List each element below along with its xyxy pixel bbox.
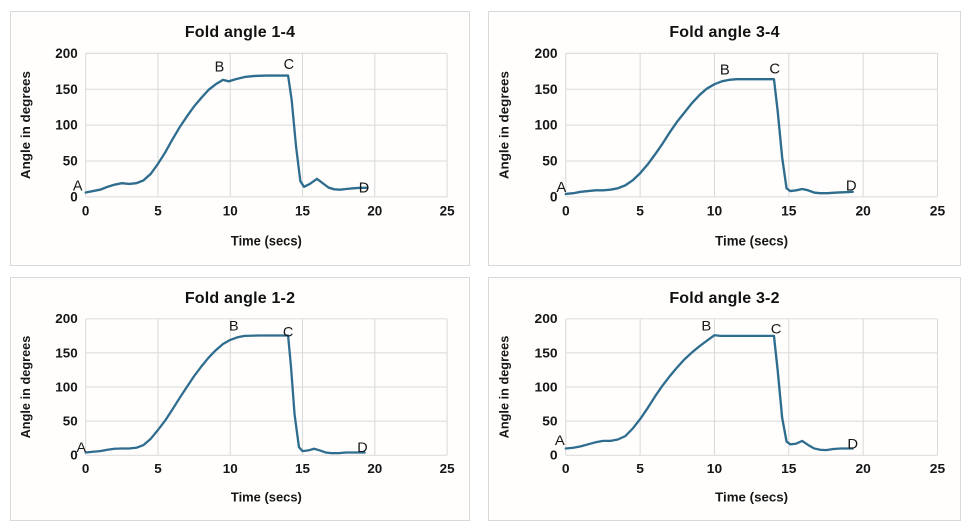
x-axis-tick-label: 25 xyxy=(930,202,946,218)
y-axis-tick-label: 100 xyxy=(535,117,558,133)
x-axis-tick-label: 20 xyxy=(855,202,871,218)
y-axis-tick-label: 200 xyxy=(55,46,78,61)
x-axis-tick-label: 25 xyxy=(440,203,455,218)
y-axis-tick-label: 50 xyxy=(542,414,557,429)
chart-card-fold-angle-1-4: Fold angle 1-4 0 5 10 15 20 25 0 50 100 150 200 Tim… xyxy=(10,11,470,266)
chart-card-fold-angle-1-2: Fold angle 1-2 0 5 10 15 20 25 0 50 100 150 200 Tim… xyxy=(10,277,470,521)
chart-canvas-fold-angle-1-4: 0 5 10 15 20 25 0 50 100 150 200 Time (secs) Angle i… xyxy=(18,46,455,249)
y-axis-tick-label: 100 xyxy=(55,118,78,133)
y-axis-title: Angle in degrees xyxy=(18,336,33,439)
point-label-b: B xyxy=(701,319,711,335)
point-label-d: D xyxy=(357,440,367,456)
x-axis-tick-label: 15 xyxy=(781,202,797,218)
y-axis-tick-label: 150 xyxy=(535,346,558,361)
y-axis-title: Angle in degrees xyxy=(497,71,512,179)
point-label-c: C xyxy=(769,62,780,78)
point-label-d: D xyxy=(847,437,858,453)
x-axis-title: Time (secs) xyxy=(715,233,788,248)
x-axis-tick-label: 20 xyxy=(855,461,870,476)
chart-canvas-fold-angle-3-2: 0 5 10 15 20 25 0 50 100 150 200 Time (secs) Angle i… xyxy=(496,311,946,505)
x-axis-title: Time (secs) xyxy=(231,489,302,504)
x-axis-tick-label: 5 xyxy=(636,202,644,218)
fold-angle-series-line xyxy=(564,77,854,196)
chart-title: Fold angle 3-4 xyxy=(669,24,780,41)
x-axis-tick-label: 15 xyxy=(295,203,310,218)
x-axis-tick-label: 25 xyxy=(930,461,946,476)
point-label-b: B xyxy=(215,59,225,75)
y-axis-tick-label: 150 xyxy=(535,81,558,97)
x-axis-tick-label: 0 xyxy=(562,202,570,218)
chart-canvas-fold-angle-3-4: 0 5 10 15 20 25 0 50 100 150 200 Time (secs) Angle i… xyxy=(497,45,946,248)
x-axis-tick-label: 0 xyxy=(562,461,570,476)
x-axis-title: Time (secs) xyxy=(715,490,788,505)
chart-title: Fold angle 1-4 xyxy=(184,24,296,41)
y-axis-tick-label: 0 xyxy=(550,448,558,463)
point-label-d: D xyxy=(846,178,857,194)
point-label-b: B xyxy=(229,319,239,335)
chart-title: Fold angle 3-2 xyxy=(669,290,780,307)
fold-angle-series-line xyxy=(564,334,854,452)
x-axis-tick-label: 10 xyxy=(223,461,238,476)
y-axis-tick-label: 150 xyxy=(55,345,77,360)
x-axis-tick-label: 10 xyxy=(707,461,722,476)
x-axis-tick-label: 10 xyxy=(707,202,723,218)
chart-canvas-fold-angle-1-2: 0 5 10 15 20 25 0 50 100 150 200 Time (secs) Angle i… xyxy=(18,311,456,504)
y-axis-tick-label: 0 xyxy=(70,189,78,204)
y-axis-tick-label: 50 xyxy=(542,153,558,169)
point-label-a: A xyxy=(77,440,87,456)
y-axis-tick-label: 200 xyxy=(535,311,558,326)
chart-title: Fold angle 1-2 xyxy=(184,290,296,307)
x-axis-tick-label: 5 xyxy=(154,461,162,476)
y-axis-tick-label: 0 xyxy=(70,448,77,463)
x-axis-tick-label: 15 xyxy=(781,461,797,476)
y-axis-title: Angle in degrees xyxy=(18,71,33,179)
point-label-c: C xyxy=(284,57,295,73)
x-axis-tick-label: 0 xyxy=(82,203,90,218)
point-label-c: C xyxy=(771,322,782,338)
x-axis-tick-label: 10 xyxy=(223,203,238,218)
point-label-c: C xyxy=(283,325,293,341)
point-label-a: A xyxy=(73,178,83,194)
x-axis-tick-label: 25 xyxy=(440,461,456,476)
y-axis-tick-label: 150 xyxy=(55,82,78,97)
point-label-b: B xyxy=(720,62,730,78)
fold-angle-series-line xyxy=(84,334,366,455)
x-axis-tick-label: 0 xyxy=(82,461,89,476)
y-axis-tick-label: 50 xyxy=(63,153,78,168)
y-axis-tick-label: 200 xyxy=(535,45,558,61)
x-axis-tick-label: 5 xyxy=(636,461,644,476)
y-axis-tick-label: 100 xyxy=(535,380,558,395)
y-axis-tick-label: 200 xyxy=(55,311,77,326)
x-axis-tick-label: 20 xyxy=(367,203,382,218)
y-axis-tick-label: 50 xyxy=(63,414,78,429)
point-label-d: D xyxy=(359,180,369,196)
fold-angle-series-line xyxy=(84,74,369,194)
chart-card-fold-angle-3-2: Fold angle 3-2 0 5 10 15 20 25 0 50 100 150 200 Tim… xyxy=(488,277,961,521)
x-axis-title: Time (secs) xyxy=(231,233,302,248)
y-axis-tick-label: 0 xyxy=(550,188,558,204)
x-axis-tick-label: 5 xyxy=(154,203,162,218)
y-axis-title: Angle in degrees xyxy=(496,336,511,439)
point-label-a: A xyxy=(555,433,565,449)
point-label-a: A xyxy=(556,180,566,196)
x-axis-tick-label: 15 xyxy=(295,461,311,476)
y-axis-tick-label: 100 xyxy=(55,380,77,395)
x-axis-tick-label: 20 xyxy=(367,461,382,476)
chart-card-fold-angle-3-4: Fold angle 3-4 0 5 10 15 20 25 0 50 100 150 200 Tim… xyxy=(488,11,961,266)
